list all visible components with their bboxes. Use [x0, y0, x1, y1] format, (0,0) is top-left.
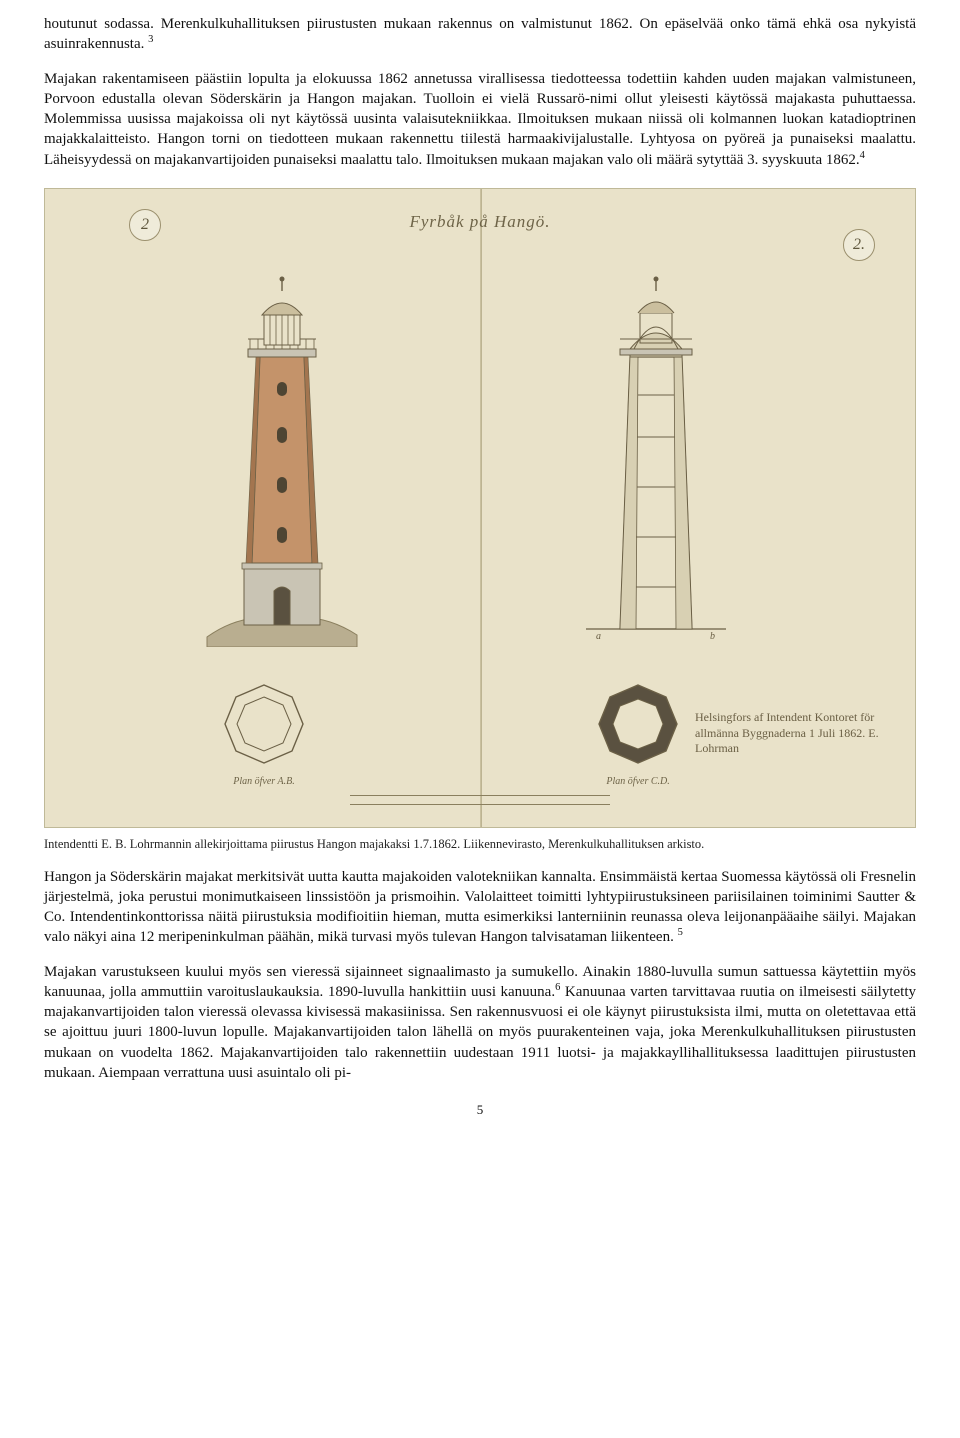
svg-text:a: a: [596, 631, 601, 642]
sheet-fold: [480, 189, 482, 827]
page-number: 5: [44, 1101, 916, 1119]
footnote-ref-3: 3: [148, 34, 153, 45]
plan-label-left: Plan öfver A.B.: [219, 775, 309, 789]
paragraph-3: Hangon ja Söderskärin majakat merkitsivä…: [44, 867, 916, 948]
figure-caption: Intendentti E. B. Lohrmannin allekirjoit…: [44, 836, 916, 853]
sheet-number-left: 2: [129, 209, 161, 241]
floor-plan-right: Plan öfver C.D.: [593, 679, 683, 769]
signature-block: Helsingfors af Intendent Kontoret för al…: [695, 710, 885, 757]
text: Hangon ja Söderskärin majakat merkitsivä…: [44, 869, 916, 946]
plan-label-right: Plan öfver C.D.: [593, 775, 683, 789]
paragraph-4: Majakan varustukseen kuului myös sen vie…: [44, 962, 916, 1084]
figure: Fyrbåk på Hangö. 2 2.: [44, 188, 916, 853]
footnote-ref-4: 4: [860, 150, 865, 161]
sheet-number-right: 2.: [843, 229, 875, 261]
floor-plan-left: Plan öfver A.B.: [219, 679, 309, 769]
figure-image: Fyrbåk på Hangö. 2 2.: [44, 188, 916, 828]
text: houtunut sodassa. Merenkulkuhallituksen …: [44, 16, 916, 52]
svg-text:b: b: [710, 631, 715, 642]
scale-bar: [350, 795, 610, 805]
lighthouse-elevation: [202, 257, 362, 647]
paragraph-1: houtunut sodassa. Merenkulkuhallituksen …: [44, 14, 916, 55]
figure-title: Fyrbåk på Hangö.: [409, 211, 550, 234]
lighthouse-section: a b: [576, 257, 736, 647]
footnote-ref-5: 5: [678, 927, 683, 938]
paragraph-2: Majakan rakentamiseen päästiin lopulta j…: [44, 69, 916, 170]
text: Majakan rakentamiseen päästiin lopulta j…: [44, 71, 916, 168]
